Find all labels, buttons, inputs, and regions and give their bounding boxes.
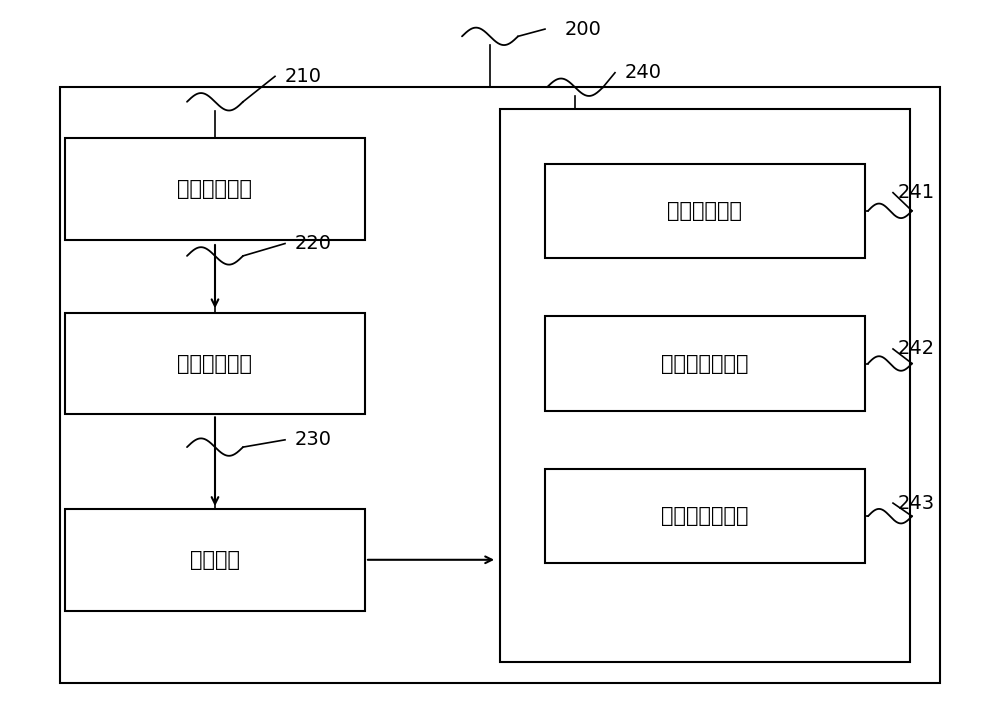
- Text: 242: 242: [898, 340, 935, 358]
- Text: 243: 243: [898, 494, 935, 513]
- Text: 240: 240: [625, 63, 662, 82]
- Text: 230: 230: [295, 430, 332, 449]
- Text: 昼光控制单元: 昼光控制单元: [668, 201, 742, 221]
- FancyBboxPatch shape: [500, 109, 910, 662]
- FancyBboxPatch shape: [65, 138, 365, 240]
- Text: 220: 220: [295, 234, 332, 253]
- Text: 210: 210: [285, 67, 322, 86]
- FancyBboxPatch shape: [65, 509, 365, 611]
- FancyBboxPatch shape: [60, 87, 940, 683]
- Text: 局部光控制单元: 局部光控制单元: [661, 506, 749, 526]
- FancyBboxPatch shape: [545, 316, 865, 411]
- FancyBboxPatch shape: [545, 164, 865, 258]
- FancyBboxPatch shape: [65, 313, 365, 414]
- Text: 灯光采集模块: 灯光采集模块: [178, 179, 252, 199]
- Text: 241: 241: [898, 183, 935, 202]
- Text: 时间表控制单元: 时间表控制单元: [661, 353, 749, 374]
- Text: 负载确定模块: 负载确定模块: [178, 353, 252, 374]
- Text: 调光模块: 调光模块: [190, 550, 240, 570]
- Text: 200: 200: [565, 20, 602, 39]
- FancyBboxPatch shape: [545, 469, 865, 563]
